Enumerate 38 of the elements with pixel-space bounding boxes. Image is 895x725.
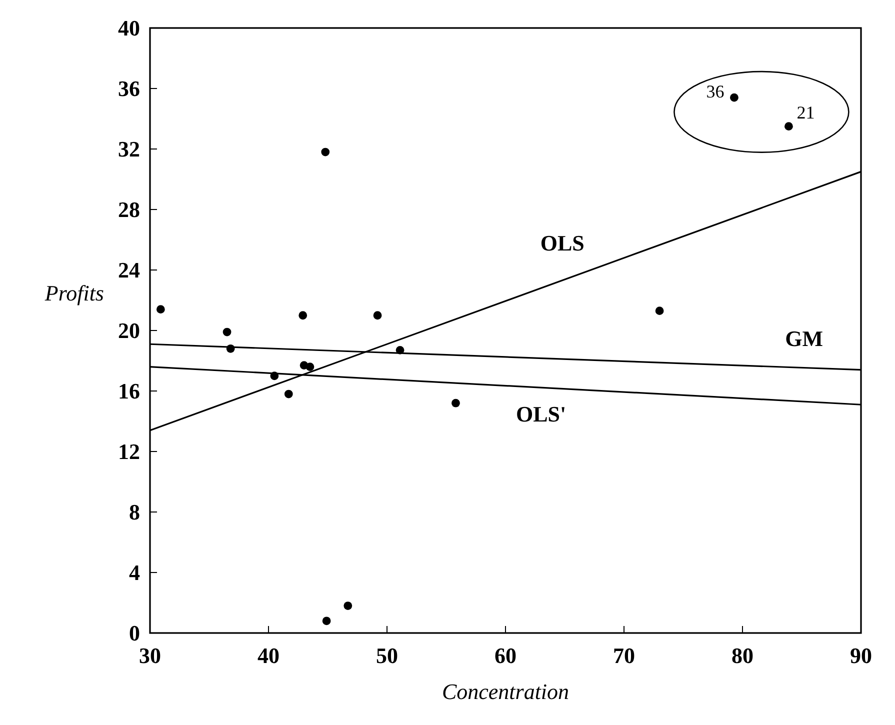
- point: [730, 93, 738, 102]
- y-axis-title: Profits: [44, 280, 104, 306]
- annotation: 21: [796, 102, 815, 122]
- y-tick-label: 16: [118, 378, 140, 404]
- series-label: OLS': [516, 402, 566, 427]
- x-tick-label: 50: [376, 643, 398, 668]
- point: [322, 616, 331, 626]
- y-tick-label: 8: [129, 500, 140, 525]
- series-label: GM: [785, 326, 824, 351]
- series-label: OLS: [540, 230, 584, 256]
- x-tick-label: 40: [258, 643, 280, 668]
- point: [284, 390, 293, 398]
- x-tick-label: 60: [494, 643, 516, 668]
- y-tick-label: 28: [118, 197, 140, 222]
- annotation: 36: [706, 82, 724, 102]
- x-tick-label: 80: [732, 643, 754, 668]
- point: [298, 311, 308, 320]
- y-tick-label: 4: [129, 560, 140, 586]
- y-tick-label: 24: [118, 258, 140, 283]
- y-tick-label: 20: [118, 318, 140, 344]
- point: [321, 148, 330, 156]
- y-tick-label: 0: [129, 620, 140, 646]
- y-tick-label: 36: [118, 76, 140, 102]
- x-tick-label: 70: [613, 643, 635, 668]
- point: [344, 602, 352, 610]
- point: [373, 311, 382, 320]
- y-tick-label: 12: [118, 439, 140, 464]
- point: [306, 362, 314, 371]
- x-axis-title: Concentration: [442, 679, 570, 704]
- x-tick-label: 30: [139, 643, 161, 668]
- point: [222, 328, 232, 336]
- point: [655, 306, 664, 316]
- point: [156, 305, 165, 314]
- y-tick-label: 40: [118, 16, 140, 41]
- y-tick-label: 32: [118, 136, 140, 162]
- point: [784, 122, 793, 131]
- x-tick-label: 90: [850, 643, 872, 668]
- point: [452, 398, 460, 408]
